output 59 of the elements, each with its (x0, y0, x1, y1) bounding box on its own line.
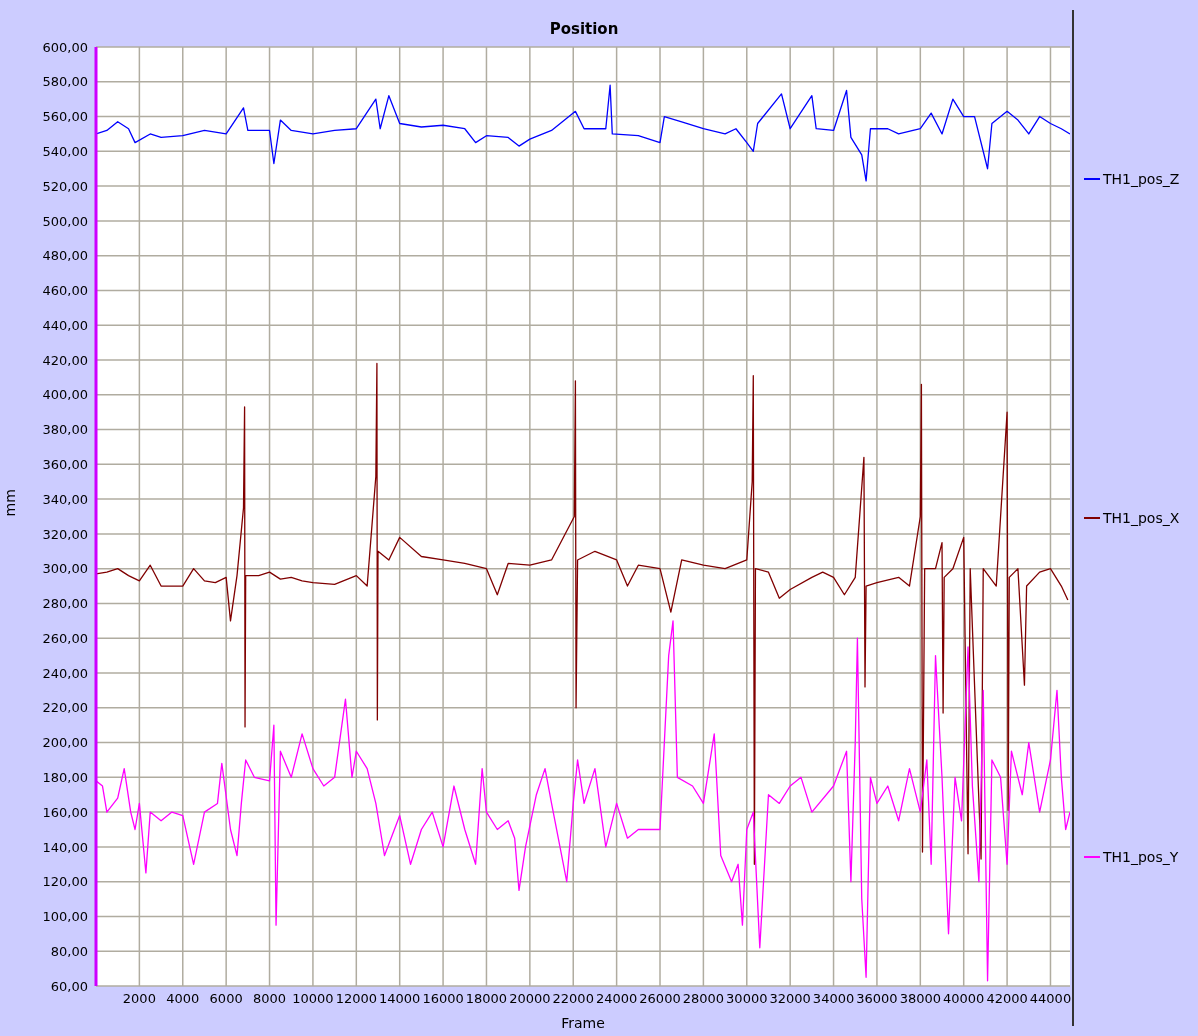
y-tick-label: 520,00 (42, 178, 88, 194)
y-tick-label: 200,00 (42, 735, 88, 751)
x-tick-label: 12000 (335, 991, 377, 1007)
x-tick-label: 34000 (812, 991, 855, 1007)
y-tick-label: 340,00 (42, 491, 88, 507)
y-tick-label: 320,00 (42, 526, 88, 542)
y-axis-title: mm (1, 489, 18, 517)
y-tick-label: 500,00 (42, 213, 88, 229)
y-tick-label: 300,00 (42, 561, 88, 577)
y-tick-label: 60,00 (50, 978, 88, 994)
x-axis-title: Frame (561, 1015, 605, 1031)
x-tick-label: 38000 (899, 991, 941, 1007)
x-tick-label: 26000 (639, 991, 681, 1007)
y-tick-label: 100,00 (42, 909, 88, 925)
y-tick-label: 600,00 (42, 39, 88, 55)
x-tick-label: 28000 (682, 991, 725, 1007)
y-tick-label: 160,00 (42, 804, 88, 820)
y-tick-label: 560,00 (42, 109, 88, 125)
x-tick-label: 36000 (856, 991, 898, 1007)
y-tick-label: 120,00 (42, 874, 88, 890)
y-tick-label: 440,00 (42, 317, 88, 333)
x-tick-label: 16000 (422, 991, 464, 1007)
x-tick-label: 22000 (552, 991, 594, 1007)
x-tick-label: 4000 (166, 991, 200, 1007)
x-tick-label: 40000 (943, 991, 985, 1007)
y-tick-label: 360,00 (42, 456, 88, 472)
y-tick-label: 180,00 (42, 769, 88, 785)
x-tick-label: 8000 (252, 991, 287, 1007)
y-tick-label: 400,00 (42, 387, 88, 403)
y-tick-label: 140,00 (42, 839, 88, 855)
y-tick-label: 420,00 (42, 352, 88, 368)
y-tick-label: 460,00 (42, 283, 88, 299)
line-series (96, 362, 1069, 865)
x-tick-label: 44000 (1029, 991, 1072, 1007)
x-tick-label: 24000 (595, 991, 638, 1007)
legend-label: TH1_pos_X (1103, 509, 1180, 526)
y-tick-label: 380,00 (42, 422, 88, 438)
x-tick-label: 18000 (465, 991, 508, 1007)
chart-title: Position (548, 19, 620, 40)
y-tick-label: 280,00 (42, 596, 88, 612)
x-tick-label: 6000 (209, 991, 243, 1007)
y-tick-label: 480,00 (42, 248, 88, 264)
y-tick-label: 220,00 (42, 700, 88, 716)
legend-label: TH1_pos_Z (1103, 171, 1180, 188)
x-tick-label: 10000 (292, 991, 334, 1007)
x-tick-label: 14000 (379, 991, 421, 1007)
x-tick-label: 20000 (509, 991, 551, 1007)
y-tick-label: 240,00 (42, 665, 88, 681)
y-tick-label: 260,00 (42, 630, 88, 646)
x-tick-label: 2000 (122, 991, 156, 1007)
x-tick-label: 30000 (726, 991, 768, 1007)
line-series (96, 84, 1070, 182)
y-tick-label: 80,00 (50, 943, 88, 959)
x-tick-label: 32000 (769, 991, 811, 1007)
y-tick-label: 580,00 (42, 74, 88, 90)
legend-label: TH1_pos_Y (1103, 848, 1179, 865)
line-series (96, 620, 1070, 982)
x-tick-label: 42000 (986, 991, 1028, 1007)
y-tick-label: 540,00 (42, 143, 88, 159)
